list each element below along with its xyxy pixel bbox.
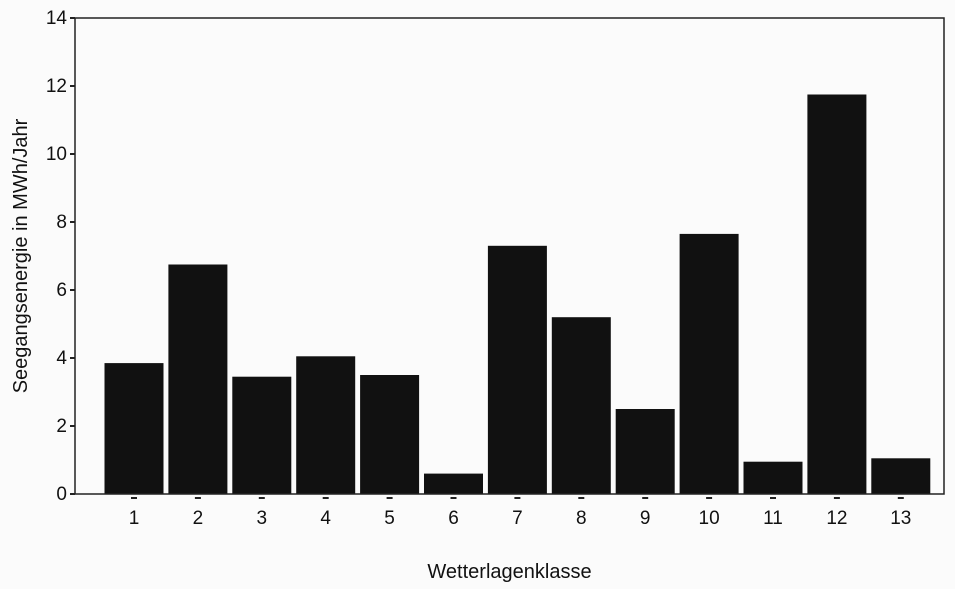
y-tick-label: 8 bbox=[56, 212, 67, 233]
bar-11 bbox=[743, 461, 803, 494]
y-tick-label: 6 bbox=[56, 280, 67, 301]
bar-1 bbox=[104, 363, 164, 494]
x-tick-label: 8 bbox=[576, 508, 587, 529]
x-tick-label: 4 bbox=[320, 508, 331, 529]
x-tick-label: 12 bbox=[826, 508, 847, 529]
x-tick-label: 13 bbox=[890, 508, 911, 529]
x-tick-label: 3 bbox=[257, 508, 268, 529]
y-tick-label: 0 bbox=[56, 484, 67, 505]
bar-2 bbox=[168, 264, 228, 494]
bar-8 bbox=[551, 317, 611, 494]
x-axis-label: Wetterlagenklasse bbox=[427, 561, 591, 583]
x-tick-label: 7 bbox=[512, 508, 523, 529]
x-tick-label: 10 bbox=[699, 508, 720, 529]
bar-13 bbox=[871, 458, 931, 494]
x-tick-label: 11 bbox=[763, 508, 783, 529]
y-tick-label: 14 bbox=[46, 8, 68, 29]
bar-group bbox=[104, 94, 931, 494]
y-tick-label: 4 bbox=[56, 348, 67, 369]
bar-5 bbox=[360, 375, 420, 494]
y-tick-label: 2 bbox=[56, 416, 67, 437]
x-tick-label: 6 bbox=[448, 508, 459, 529]
x-tick-label: 1 bbox=[129, 508, 140, 529]
bar-12 bbox=[807, 94, 867, 494]
bar-4 bbox=[296, 356, 356, 494]
bar-9 bbox=[615, 409, 675, 494]
y-axis: 0 2 4 6 8 10 12 14 bbox=[46, 8, 75, 505]
y-tick-label: 12 bbox=[46, 76, 67, 97]
x-axis: 1 2 3 4 5 6 7 8 9 10 11 12 13 bbox=[129, 497, 911, 529]
y-axis-label: Seegangsenergie in MWh/Jahr bbox=[10, 118, 32, 393]
bar-10 bbox=[679, 233, 739, 494]
y-tick-label: 10 bbox=[46, 144, 67, 165]
x-tick-label: 5 bbox=[384, 508, 395, 529]
bar-6 bbox=[424, 473, 483, 494]
x-tick-label: 9 bbox=[640, 508, 651, 529]
plot-frame bbox=[74, 17, 945, 495]
bar-3 bbox=[232, 376, 292, 494]
bar-7 bbox=[487, 245, 547, 494]
x-tick-label: 2 bbox=[193, 508, 204, 529]
